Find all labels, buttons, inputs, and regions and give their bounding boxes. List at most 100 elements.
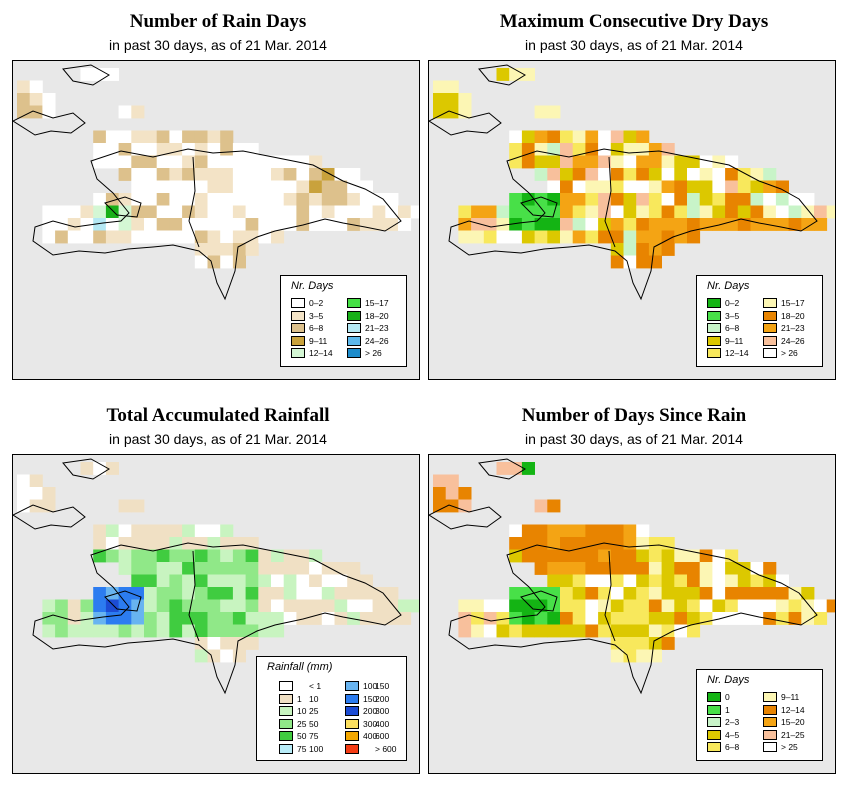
grid-cell bbox=[144, 599, 158, 613]
legend-label: 12–14 bbox=[725, 348, 749, 358]
grid-cell bbox=[385, 587, 399, 600]
grid-cell bbox=[458, 612, 472, 625]
grid-cell bbox=[283, 562, 297, 575]
grid-cell bbox=[220, 637, 234, 650]
grid-cell bbox=[725, 218, 739, 231]
rain-days-map[interactable] bbox=[12, 60, 420, 380]
grid-cell bbox=[534, 155, 548, 169]
grid-cell bbox=[42, 599, 56, 613]
grid-cell bbox=[169, 599, 183, 613]
grid-cell bbox=[648, 230, 662, 244]
total-rainfall-legend: Rainfall (mm) < 1 1 10 10 25 25 50 50 75 75 100 100… bbox=[256, 656, 407, 761]
grid-cell bbox=[623, 130, 637, 144]
legend-swatch bbox=[279, 681, 293, 691]
grid-cell bbox=[296, 587, 310, 600]
grid-cell bbox=[118, 612, 132, 625]
grid-cell bbox=[661, 243, 675, 256]
grid-cell bbox=[661, 599, 675, 613]
grid-cell bbox=[610, 549, 624, 563]
grid-cell bbox=[648, 255, 662, 269]
grid-cell bbox=[509, 599, 523, 613]
grid-cell bbox=[585, 193, 599, 206]
grid-cell bbox=[309, 587, 323, 600]
legend-label: 3–5 bbox=[309, 310, 324, 321]
legend-swatch bbox=[763, 335, 777, 346]
grid-cell bbox=[271, 218, 285, 231]
grid-cell bbox=[296, 168, 310, 181]
legend-swatch bbox=[763, 348, 777, 358]
grid-cell bbox=[521, 524, 535, 538]
map-grid bbox=[13, 458, 419, 695]
grid-cell bbox=[283, 180, 297, 194]
grid-cell bbox=[156, 587, 170, 600]
grid-cell bbox=[509, 155, 523, 169]
grid-cell bbox=[118, 168, 132, 181]
grid-cell bbox=[458, 599, 472, 613]
grid-cell bbox=[283, 193, 297, 206]
grid-cell bbox=[610, 243, 624, 256]
grid-cell bbox=[572, 155, 586, 169]
grid-cell bbox=[232, 180, 246, 194]
grid-cell bbox=[169, 562, 183, 575]
grid-cell bbox=[131, 105, 145, 119]
grid-cell bbox=[309, 180, 323, 194]
grid-cell bbox=[118, 130, 132, 144]
grid-cell bbox=[521, 205, 535, 219]
grid-cell bbox=[220, 155, 234, 169]
grid-cell bbox=[194, 524, 208, 538]
legend-low: 150 bbox=[363, 693, 378, 704]
grid-cell bbox=[648, 637, 662, 650]
grid-cell bbox=[321, 599, 335, 613]
grid-cell bbox=[496, 230, 510, 244]
grid-cell bbox=[623, 624, 637, 638]
legend-high: 300 bbox=[375, 706, 390, 716]
grid-cell bbox=[258, 612, 272, 625]
grid-cell bbox=[750, 218, 764, 231]
grid-cell bbox=[131, 624, 145, 638]
grid-cell bbox=[801, 612, 815, 625]
grid-cell bbox=[775, 574, 789, 588]
grid-cell bbox=[699, 193, 713, 206]
grid-cell bbox=[661, 587, 675, 600]
rain-days-legend: Nr. Days 0–2 3–5 6–8 9–11 12–14 15–17 18–20 21–… bbox=[280, 275, 407, 367]
grid-cell bbox=[598, 599, 612, 613]
grid-cell bbox=[232, 574, 246, 588]
legend-high: 200 bbox=[375, 693, 390, 704]
grid-cell bbox=[271, 599, 285, 613]
legend-swatch bbox=[345, 718, 359, 729]
grid-cell bbox=[296, 562, 310, 575]
grid-cell bbox=[118, 155, 132, 169]
grid-cell bbox=[118, 105, 132, 119]
legend-high: 25 bbox=[309, 706, 319, 716]
grid-cell bbox=[194, 624, 208, 638]
legend-label: 0–2 bbox=[725, 298, 740, 308]
legend-high: 400 bbox=[375, 718, 390, 729]
grid-cell bbox=[560, 587, 574, 600]
grid-cell bbox=[156, 549, 170, 563]
grid-cell bbox=[699, 599, 713, 613]
grid-cell bbox=[207, 143, 221, 156]
grid-cell bbox=[661, 218, 675, 231]
grid-cell bbox=[737, 193, 751, 206]
grid-cell bbox=[598, 230, 612, 244]
grid-cell bbox=[712, 168, 726, 181]
map-grid bbox=[13, 64, 419, 301]
grid-cell bbox=[623, 524, 637, 538]
grid-cell bbox=[131, 499, 145, 513]
grid-cell bbox=[674, 562, 688, 575]
grid-cell bbox=[560, 205, 574, 219]
grid-cell bbox=[232, 587, 246, 600]
grid-cell bbox=[712, 612, 726, 625]
grid-cell bbox=[194, 587, 208, 600]
grid-cell bbox=[636, 562, 650, 575]
legend-swatch bbox=[279, 706, 293, 716]
grid-cell bbox=[144, 574, 158, 588]
grid-cell bbox=[359, 612, 373, 625]
grid-cell bbox=[245, 562, 259, 575]
grid-cell bbox=[321, 168, 335, 181]
legend-swatch bbox=[345, 681, 359, 691]
legend-swatch bbox=[707, 729, 721, 740]
grid-cell bbox=[169, 193, 183, 206]
grid-cell bbox=[232, 599, 246, 613]
grid-cell bbox=[737, 168, 751, 181]
